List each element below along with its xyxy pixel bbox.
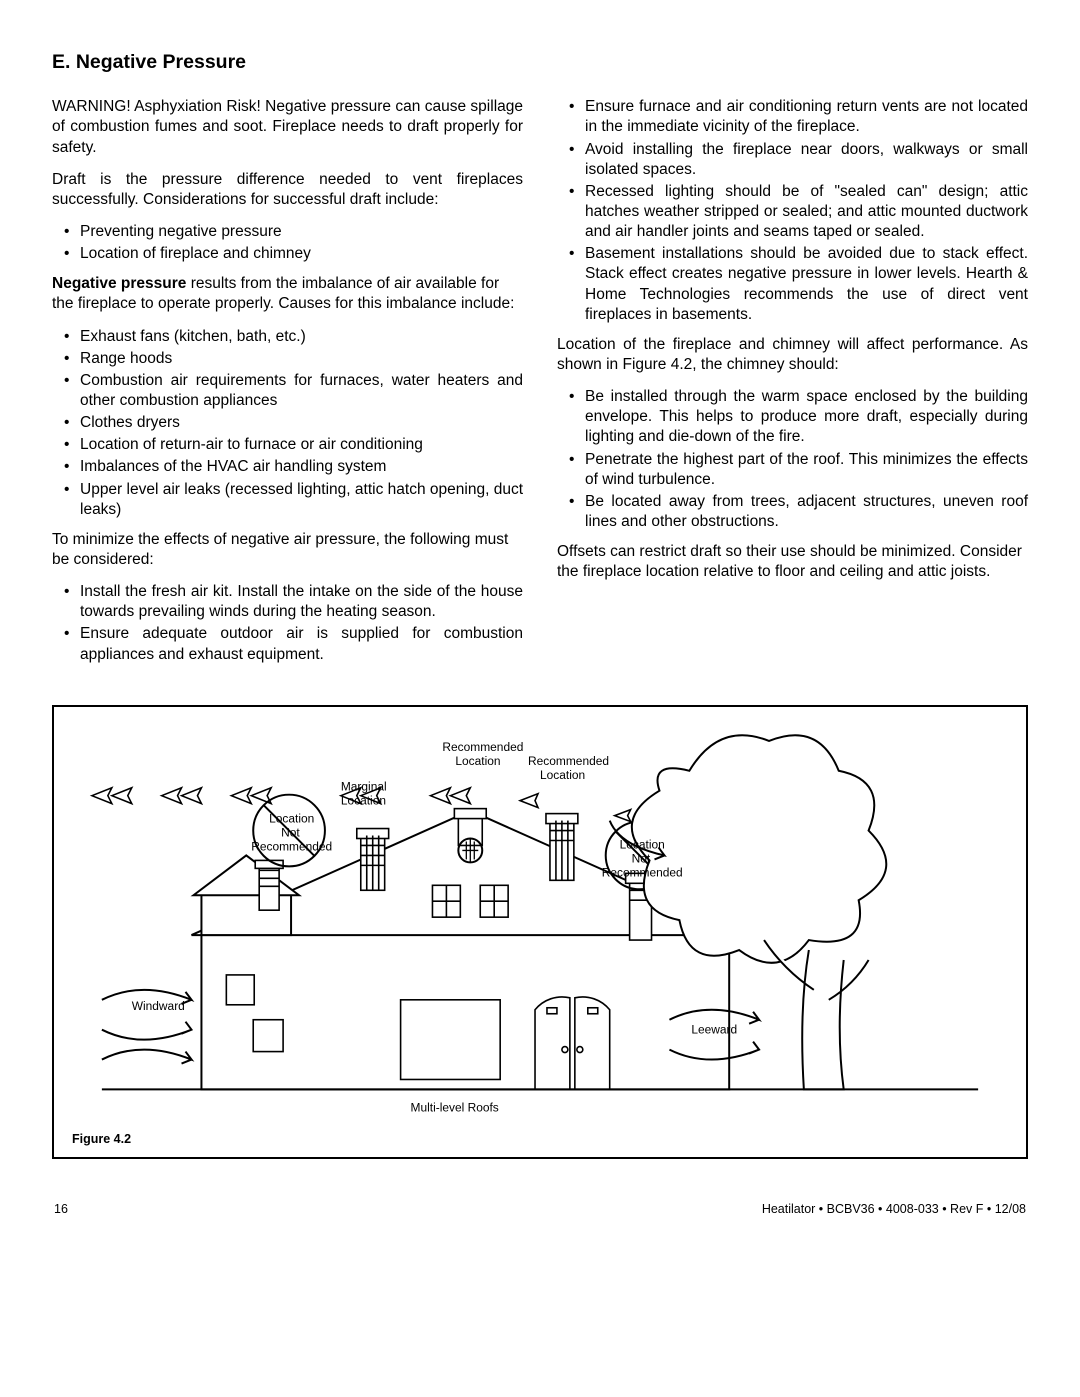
list-item: Avoid installing the ﬁreplace near doors…: [557, 140, 1028, 180]
label-notrec-not: Not: [281, 825, 300, 839]
minimize-paragraph: To minimize the effects of negative air …: [52, 530, 523, 570]
label-notrec-not: Not: [632, 851, 651, 865]
list-item: Location of ﬁreplace and chimney: [52, 244, 523, 264]
list-item: Ensure furnace and air conditioning retu…: [557, 97, 1028, 137]
list-item: Preventing negative pressure: [52, 222, 523, 242]
page-number: 16: [54, 1201, 68, 1217]
left-column: WARNING! Asphyxiation Risk! Negative pre…: [52, 97, 523, 674]
label-leeward: Leeward: [691, 1022, 737, 1036]
minimize-list: Install the fresh air kit. Install the i…: [52, 582, 523, 665]
list-item: Penetrate the highest part of the roof. …: [557, 450, 1028, 490]
list-item: Range hoods: [52, 349, 523, 369]
bold-text: Negative pressure: [52, 275, 186, 292]
label-recommended: Recommended: [528, 754, 609, 768]
negative-pressure-paragraph: Negative pressure results from the imbal…: [52, 274, 523, 314]
warning-paragraph: WARNING! Asphyxiation Risk! Negative pre…: [52, 97, 523, 157]
list-item: Basement installations should be avoided…: [557, 244, 1028, 325]
considerations-list: Preventing negative pressure Location of…: [52, 222, 523, 264]
house-diagram: Recommended Location Recommended Locatio…: [72, 721, 1008, 1119]
list-item: Combustion air requirements for furnaces…: [52, 371, 523, 411]
label-windward: Windward: [132, 998, 185, 1012]
list-item: Recessed lighting should be of "sealed c…: [557, 182, 1028, 242]
label-location: Location: [540, 767, 585, 781]
figure-caption: Figure 4.2: [72, 1131, 1008, 1147]
two-column-layout: WARNING! Asphyxiation Risk! Negative pre…: [52, 97, 1028, 674]
draft-paragraph: Draft is the pressure difference needed …: [52, 170, 523, 210]
label-notrec-loc: Location: [620, 837, 665, 851]
label-notrec-loc: Location: [269, 811, 314, 825]
causes-list: Exhaust fans (kitchen, bath, etc.) Range…: [52, 327, 523, 520]
right-column: Ensure furnace and air conditioning retu…: [557, 97, 1028, 674]
continued-list: Ensure furnace and air conditioning retu…: [557, 97, 1028, 325]
list-item: Be located away from trees, adjacent str…: [557, 492, 1028, 532]
label-marginal: Marginal: [341, 779, 387, 793]
list-item: Upper level air leaks (recessed lighting…: [52, 480, 523, 520]
label-notrec-rec: Recommended: [602, 865, 683, 879]
footer-info: Heatilator • BCBV36 • 4008-033 • Rev F •…: [762, 1201, 1026, 1217]
list-item: Be installed through the warm space encl…: [557, 387, 1028, 447]
list-item: Install the fresh air kit. Install the i…: [52, 582, 523, 622]
list-item: Clothes dryers: [52, 413, 523, 433]
figure-container: Recommended Location Recommended Locatio…: [52, 705, 1028, 1160]
label-recommended: Recommended: [442, 740, 523, 754]
label-location: Location: [455, 754, 500, 768]
location-paragraph: Location of the ﬁreplace and chimney wil…: [557, 335, 1028, 375]
page-footer: 16 Heatilator • BCBV36 • 4008-033 • Rev …: [52, 1201, 1028, 1217]
label-location: Location: [341, 793, 386, 807]
list-item: Location of return-air to furnace or air…: [52, 435, 523, 455]
label-multilevel: Multi-level Roofs: [411, 1100, 499, 1114]
offsets-paragraph: Offsets can restrict draft so their use …: [557, 542, 1028, 582]
label-notrec-rec: Recommended: [251, 839, 332, 853]
list-item: Imbalances of the HVAC air handling syst…: [52, 457, 523, 477]
chimney-list: Be installed through the warm space encl…: [557, 387, 1028, 532]
list-item: Ensure adequate outdoor air is supplied …: [52, 624, 523, 664]
list-item: Exhaust fans (kitchen, bath, etc.): [52, 327, 523, 347]
section-heading: E. Negative Pressure: [52, 50, 1028, 75]
